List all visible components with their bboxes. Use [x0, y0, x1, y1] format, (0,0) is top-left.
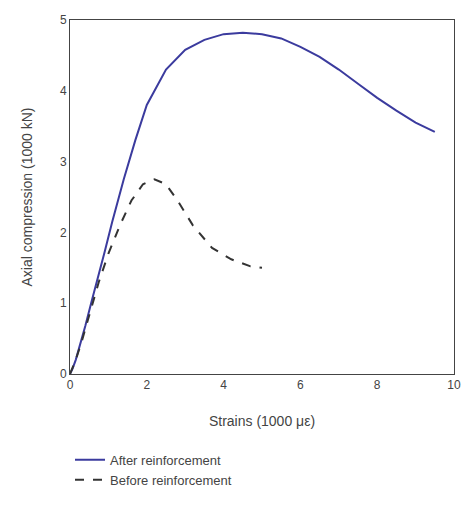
svg-text:2: 2	[143, 378, 150, 392]
svg-text:1: 1	[60, 296, 67, 310]
svg-text:3: 3	[60, 155, 67, 169]
svg-text:Strains (1000 με): Strains (1000 με)	[209, 413, 315, 429]
svg-text:5: 5	[60, 13, 67, 27]
svg-text:6: 6	[297, 378, 304, 392]
svg-text:0: 0	[60, 367, 67, 381]
svg-text:After reinforcement: After reinforcement	[110, 453, 221, 468]
svg-text:0: 0	[67, 378, 74, 392]
svg-text:10: 10	[447, 378, 461, 392]
svg-text:Axial compression (1000 kN): Axial compression (1000 kN)	[19, 108, 35, 287]
svg-text:4: 4	[220, 378, 227, 392]
svg-text:8: 8	[374, 378, 381, 392]
svg-text:2: 2	[60, 226, 67, 240]
svg-text:4: 4	[60, 84, 67, 98]
svg-text:Before reinforcement: Before reinforcement	[110, 473, 232, 488]
